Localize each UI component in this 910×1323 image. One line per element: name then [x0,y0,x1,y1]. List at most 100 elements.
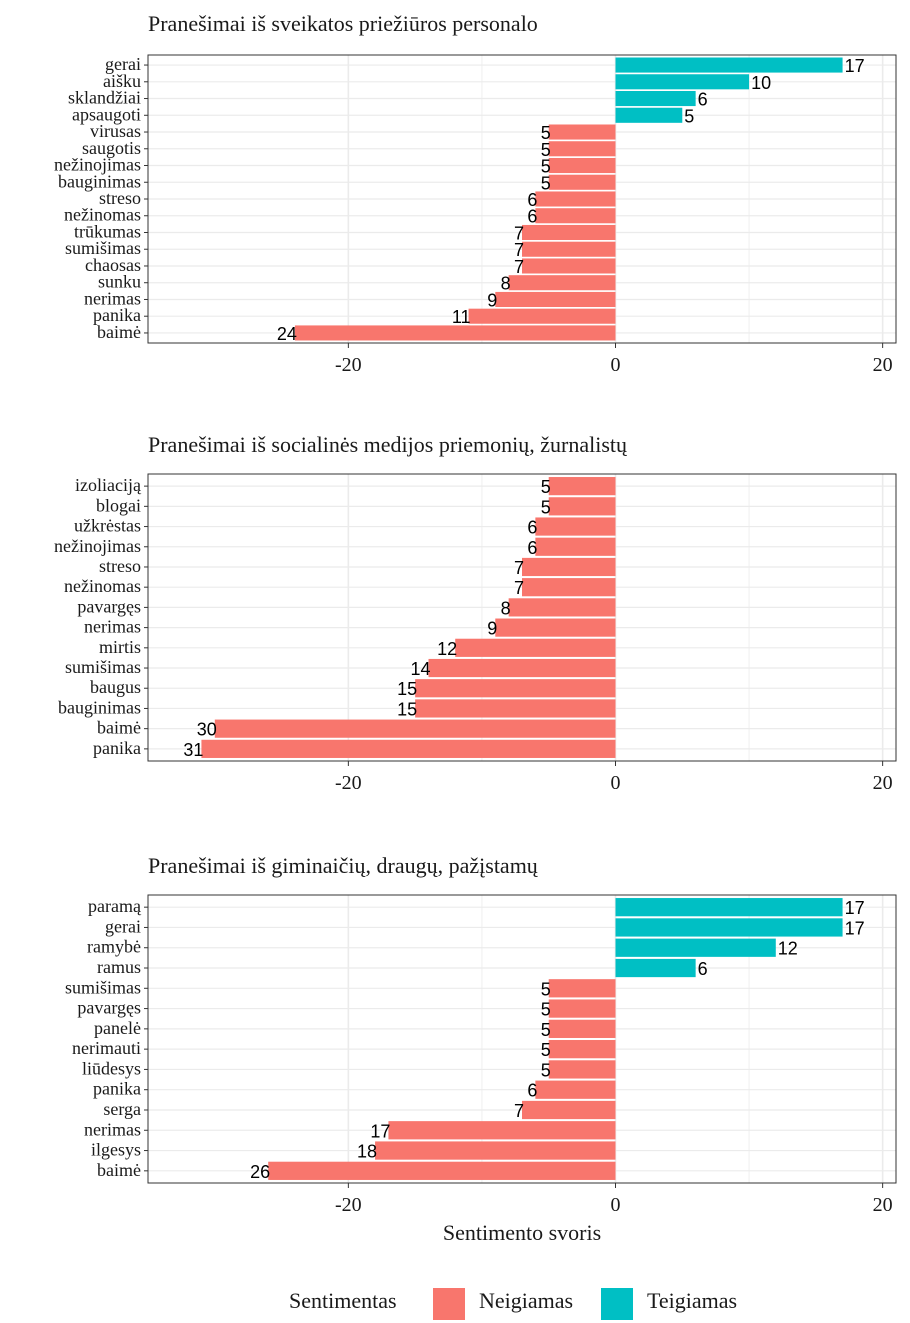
value-label: 15 [397,699,417,719]
category-label: baugus [90,677,141,697]
legend-label: Teigiamas [647,1288,737,1313]
value-label: 12 [437,639,457,659]
value-label: 11 [452,307,471,327]
bar [495,618,616,637]
bar [522,1100,616,1120]
value-label: 17 [845,898,865,918]
value-label: 6 [527,518,537,538]
x-tick-label: -20 [335,354,362,376]
category-label: bauginimas [58,697,141,717]
panel-border [147,894,897,1184]
value-label: 5 [541,1040,551,1060]
value-label: 5 [541,1020,551,1040]
bar [508,275,616,291]
bar [268,1161,616,1180]
legend-label: Neigiamas [479,1288,573,1313]
value-label: 30 [197,720,217,740]
bar [548,141,616,157]
bar [548,1019,616,1038]
bar [548,979,616,998]
value-label: 5 [541,1060,551,1080]
category-label: trūkumas [74,221,141,241]
bar [522,258,616,274]
value-label: 6 [527,190,537,210]
value-label: 5 [541,157,551,177]
panel-title: Pranešimai iš socialinės medijos priemon… [148,432,628,457]
value-label: 10 [751,73,771,93]
legend-swatch [601,1288,633,1320]
bar [535,208,616,224]
category-label: panika [93,738,141,758]
category-label: apsaugoti [72,104,141,124]
category-label: ilgesys [91,1140,141,1160]
value-label: 7 [514,223,524,243]
category-label: ramus [97,957,141,977]
bar [522,557,616,577]
bar [548,999,616,1018]
bar [535,517,616,536]
category-label: sklandžiai [68,88,141,108]
x-tick-label: 20 [873,354,893,376]
bar [615,938,776,957]
bar [415,679,616,698]
category-label: bauginimas [58,171,141,191]
category-label: liūdesys [82,1058,141,1078]
x-tick-label: -20 [335,1194,362,1216]
legend: Sentimentas Neigiamas Teigiamas [289,1288,737,1320]
panel-border [147,473,897,762]
panel-title: Pranešimai iš sveikatos priežiūros perso… [148,11,538,36]
category-label: nežinojimas [54,536,141,556]
category-label: aišku [103,71,141,91]
value-label: 14 [410,659,430,679]
bar [294,325,616,341]
value-label: 17 [845,918,865,938]
bar [548,157,616,174]
category-label: panika [93,305,141,325]
category-label: paramą [88,896,142,916]
category-label: chaosas [85,255,141,275]
value-label: 9 [487,619,497,639]
category-label: pavargęs [77,998,141,1018]
value-label: 12 [778,939,798,959]
category-label: saugotis [82,138,141,158]
category-label: streso [99,556,141,576]
category-label: pavargęs [77,596,141,616]
bar [535,191,616,207]
category-label: baimė [97,718,141,738]
bar [522,224,616,241]
x-tick-label: 0 [611,354,621,376]
category-label: nežinomas [64,576,141,596]
category-label: baimė [97,1160,141,1180]
bar [615,74,750,90]
value-label: 18 [357,1142,377,1162]
value-label: 5 [541,497,551,517]
value-label: 6 [527,207,537,227]
value-label: 7 [514,578,524,598]
category-label: izoliaciją [75,475,142,495]
category-label: gerai [105,916,141,936]
value-label: 5 [541,979,551,999]
value-label: 17 [370,1121,390,1141]
bar [535,537,616,556]
bar [548,497,616,516]
panel-3: Pranešimai iš giminaičių, draugų, pažįst… [65,853,897,1245]
legend-title: Sentimentas [289,1288,397,1313]
value-label: 31 [183,740,203,760]
bar [415,699,616,718]
bar [468,308,616,324]
value-label: 26 [250,1162,270,1182]
category-label: sumišimas [65,977,141,997]
bar [548,174,616,190]
bar [548,477,616,496]
bar [615,918,843,937]
value-label: 6 [527,1081,537,1101]
category-label: sunku [98,272,141,292]
value-label: 5 [684,106,694,126]
x-tick-label: 20 [873,1194,893,1216]
bar [428,658,616,678]
value-label: 24 [277,324,297,344]
panel-title: Pranešimai iš giminaičių, draugų, pažįst… [148,853,539,878]
category-label: mirtis [99,637,141,657]
value-label: 7 [514,1101,524,1121]
